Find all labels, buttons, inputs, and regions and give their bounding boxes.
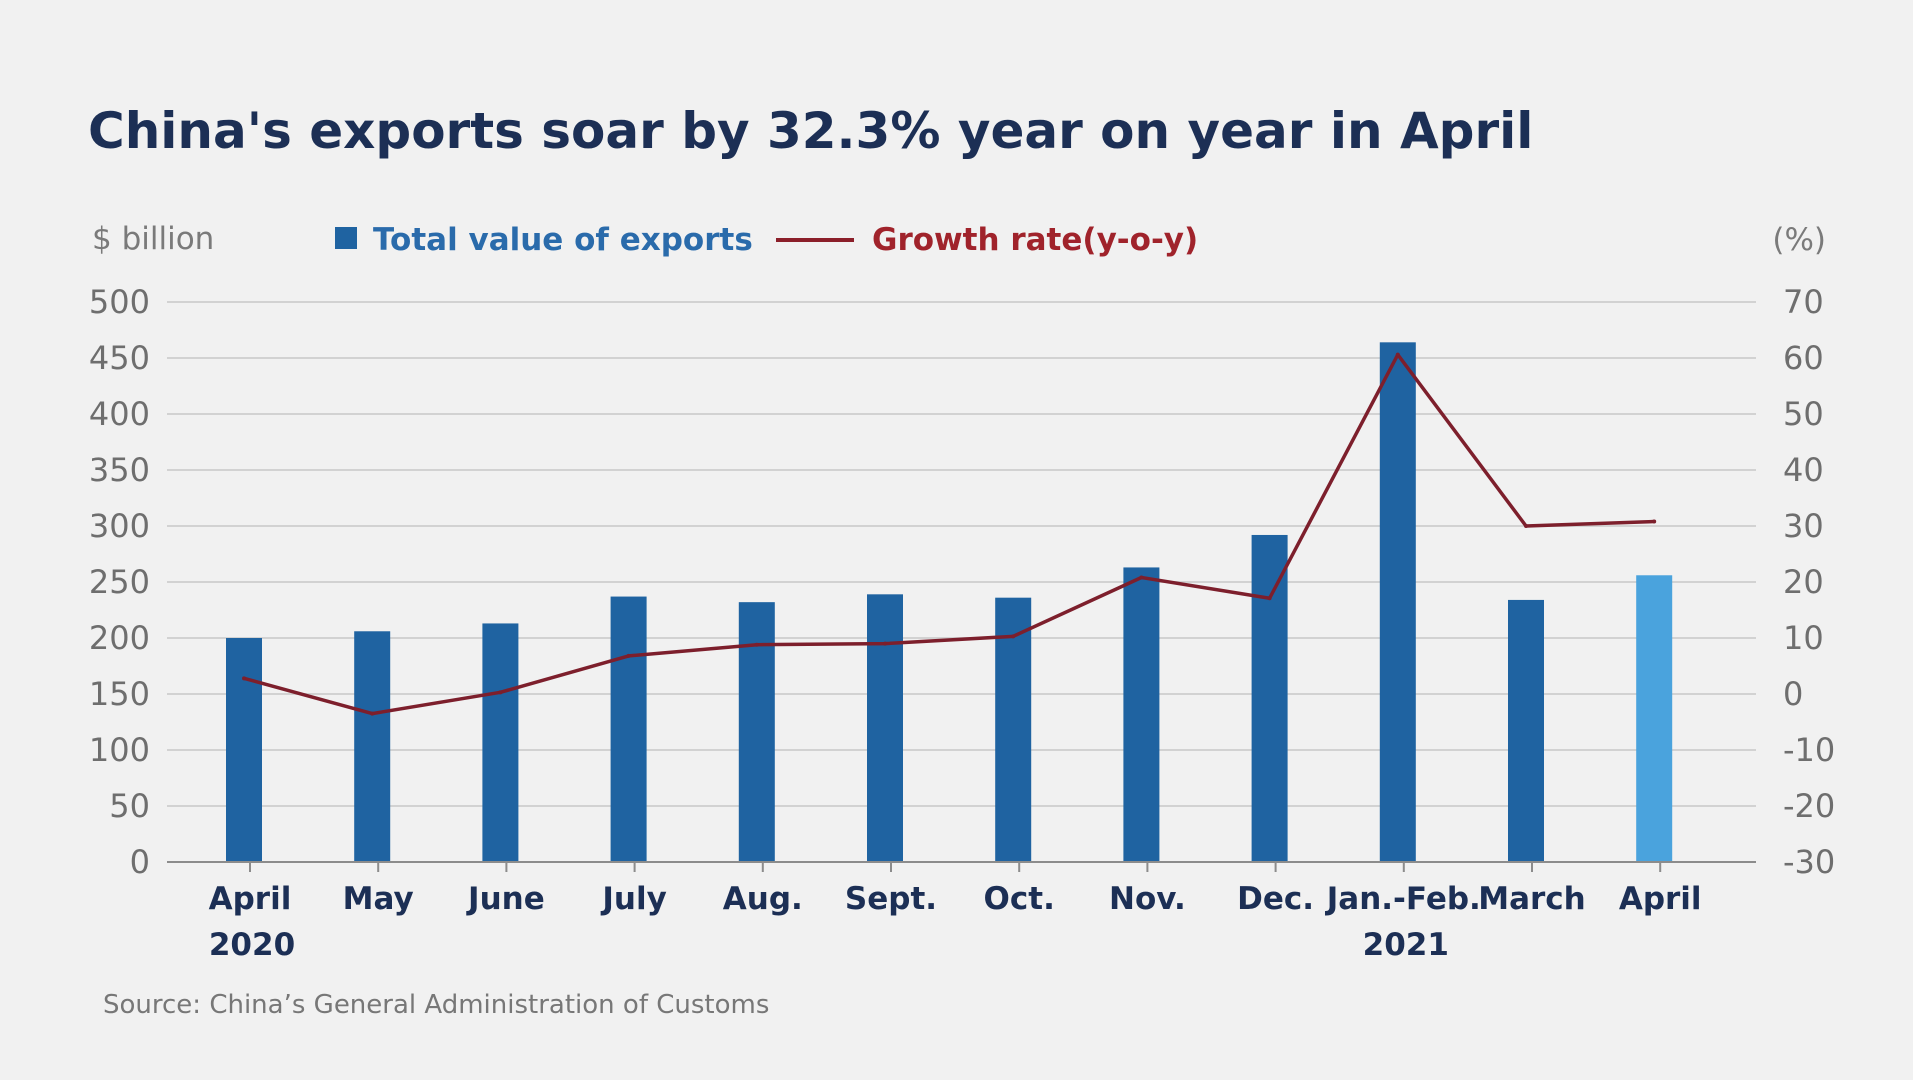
growth-point (370, 711, 375, 716)
bar (867, 594, 903, 862)
category-label: April (209, 881, 292, 917)
growth-point (754, 642, 759, 647)
growth-point (883, 641, 887, 646)
right-tick-label: 20 (1783, 563, 1824, 601)
growth-point (1139, 575, 1144, 580)
category-label: July (600, 881, 666, 917)
growth-point (1395, 352, 1400, 357)
legend-bar-label: Total value of exports (373, 222, 753, 258)
x-axis: April May June July Aug. Sept. Oct. Nov. Dec. Jan… (167, 861, 1756, 963)
left-tick-label: 50 (109, 787, 150, 825)
category-label: Sept. (845, 881, 937, 917)
right-tick-label: 50 (1783, 395, 1824, 433)
bar (1636, 575, 1673, 862)
left-tick-label: 400 (89, 395, 150, 433)
right-tick-label: -30 (1783, 843, 1835, 881)
right-tick-label: -10 (1783, 731, 1835, 769)
category-label: March (1478, 881, 1586, 917)
right-axis-ticks: -30 -20 -10 0 10 20 30 40 50 60 70 (1783, 283, 1835, 881)
chart-title: China's exports soar by 32.3% year on ye… (88, 102, 1533, 160)
bar (1379, 342, 1416, 862)
left-tick-label: 0 (130, 843, 150, 881)
left-tick-label: 300 (89, 507, 150, 545)
left-tick-label: 100 (89, 731, 150, 769)
right-tick-label: 30 (1783, 507, 1824, 545)
category-label: May (343, 881, 414, 917)
category-label: Oct. (984, 881, 1055, 917)
right-tick-label: 60 (1783, 339, 1824, 377)
bar (1508, 599, 1544, 862)
right-tick-label: 70 (1783, 283, 1824, 321)
left-tick-label: 200 (89, 619, 150, 657)
year-label: 2020 (209, 927, 295, 963)
left-tick-label: 150 (89, 675, 150, 713)
growth-point (1524, 524, 1528, 528)
category-label: Nov. (1109, 881, 1186, 917)
growth-point (498, 690, 503, 695)
bar (1123, 567, 1160, 862)
growth-line (242, 352, 1657, 716)
left-tick-label: 500 (89, 283, 150, 321)
category-label: Dec. (1237, 881, 1314, 917)
left-axis-unit: $ billion (92, 221, 214, 257)
category-label: Jan.-Feb. (1325, 881, 1481, 917)
legend-line-label: Growth rate(y-o-y) (872, 222, 1198, 258)
bar (1251, 534, 1288, 862)
bar (354, 631, 391, 862)
bar (482, 623, 519, 862)
growth-point (626, 653, 631, 658)
source-note: Source: China’s General Administration o… (103, 990, 769, 1020)
bar (226, 638, 262, 862)
bar (610, 596, 647, 862)
growth-line-path (243, 352, 1655, 716)
bar (995, 597, 1032, 862)
right-tick-label: 40 (1783, 451, 1824, 489)
year-label: 2021 (1363, 927, 1449, 963)
growth-point (1652, 519, 1657, 524)
category-label: Aug. (723, 881, 803, 917)
left-tick-label: 350 (89, 451, 150, 489)
category-label: June (466, 881, 545, 917)
category-label: April (1619, 881, 1702, 917)
right-tick-label: 0 (1783, 675, 1803, 713)
growth-point (242, 676, 246, 681)
legend-bar-swatch (335, 227, 357, 249)
growth-point (1267, 596, 1272, 601)
left-tick-label: 450 (89, 339, 150, 377)
left-tick-label: 250 (89, 563, 150, 601)
left-axis-ticks: 0 50 100 150 200 250 300 350 400 450 500 (89, 283, 150, 881)
right-tick-label: -20 (1783, 787, 1835, 825)
bar (738, 602, 775, 862)
growth-point (1011, 634, 1016, 639)
legend: Total value of exports Growth rate(y-o-y… (335, 222, 1198, 258)
bars (226, 342, 1673, 862)
right-tick-label: 10 (1783, 619, 1824, 657)
right-axis-unit: (%) (1772, 222, 1826, 258)
